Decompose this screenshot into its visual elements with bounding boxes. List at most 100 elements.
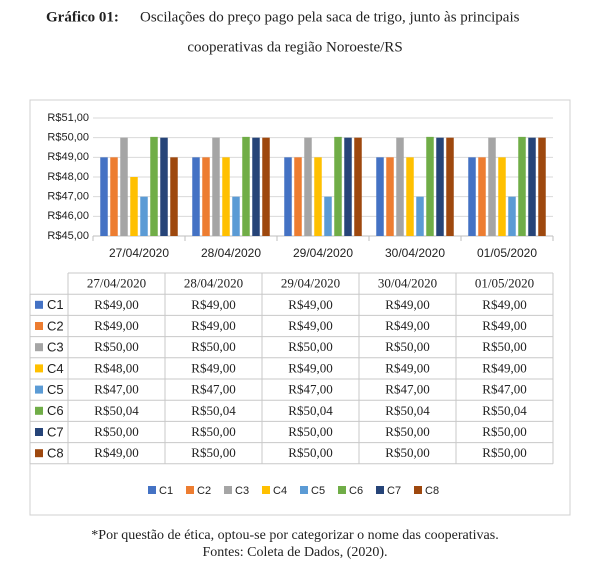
bar [192,157,200,236]
table-cell: R$50,00 [385,445,429,460]
legend-swatch [338,486,346,494]
legend-label: C1 [159,485,173,497]
bar [386,157,394,236]
legend-swatch [300,486,308,494]
bar [354,137,362,236]
table-cell: R$49,00 [94,318,138,333]
bar [100,157,108,236]
table-cell: R$49,00 [94,297,138,312]
table-cell: R$50,00 [288,424,332,439]
table-cell: R$49,00 [385,360,429,375]
table-cell: R$50,00 [385,424,429,439]
bar [150,136,158,236]
bar [334,136,342,236]
legend-swatch [414,486,422,494]
bar [468,157,476,236]
bar [130,177,138,236]
bar [222,157,230,236]
footnote: Fontes: Coleta de Dados, (2020). [202,545,387,560]
table-cell: R$50,00 [191,424,235,439]
bar [242,136,250,236]
bar [498,157,506,236]
bar [212,137,220,236]
legend-label: C7 [387,485,401,497]
x-tick-label: 27/04/2020 [109,246,169,260]
legend-swatch [186,486,194,494]
footnote: *Por questão de ética, optou-se por cate… [91,528,498,543]
legend-swatch [35,406,43,415]
bar [528,137,536,236]
y-tick-label: R$45,00 [47,230,89,242]
table-cell: R$47,00 [191,382,235,397]
table-cell: R$49,00 [385,297,429,312]
table-cell: R$48,00 [94,360,138,375]
table-row-label: C6 [47,403,64,418]
table-cell: R$50,00 [482,445,526,460]
legend-swatch [35,322,43,330]
bar [436,137,444,236]
chart-title: Oscilações do preço pago pela saca de tr… [140,9,520,25]
table-cell: R$49,00 [482,297,526,312]
y-tick-label: R$48,00 [47,171,89,183]
bar [446,137,454,236]
bar [110,157,118,236]
y-tick-label: R$51,00 [47,112,89,124]
bar [252,137,260,236]
table-header: 28/04/2020 [184,276,243,291]
legend-swatch [148,486,156,494]
table-header: 01/05/2020 [475,276,534,291]
bar [120,137,128,236]
table-cell: R$50,00 [385,339,429,354]
legend-label: C2 [197,485,211,497]
bar [314,157,322,236]
table-cell: R$50,00 [191,339,235,354]
chart-title: cooperativas da região Noroeste/RS [187,39,402,55]
table-row-label: C1 [47,297,64,312]
table-cell: R$50,04 [288,403,333,418]
table-row-label: C5 [47,382,64,397]
x-tick-label: 30/04/2020 [385,246,445,260]
x-tick-label: 01/05/2020 [477,246,537,260]
table-cell: R$50,00 [191,445,235,460]
legend-swatch [35,343,43,352]
y-tick-label: R$49,00 [47,151,89,163]
bar [170,157,178,236]
legend-swatch [376,486,384,494]
legend-label: C5 [311,485,325,497]
legend-swatch [35,385,43,394]
legend-swatch [35,449,43,458]
table-header: 29/04/2020 [281,276,340,291]
table-row-label: C4 [47,361,64,376]
legend-swatch [35,364,43,373]
table-cell: R$50,00 [94,339,138,354]
table-cell: R$50,04 [94,403,139,418]
bar [324,196,332,236]
table-cell: R$47,00 [288,382,332,397]
bar [284,157,292,236]
table-cell: R$49,00 [288,297,332,312]
table-cell: R$47,00 [482,382,526,397]
legend-swatch [262,486,270,494]
table-cell: R$50,04 [482,403,527,418]
table-cell: R$50,00 [94,424,138,439]
bar [376,157,384,236]
table-cell: R$49,00 [288,360,332,375]
legend-swatch [224,486,232,494]
bar [478,157,486,236]
x-tick-label: 28/04/2020 [201,246,261,260]
legend-swatch [35,428,43,436]
table-cell: R$49,00 [385,318,429,333]
bar [406,157,414,236]
table-row-label: C7 [47,424,64,439]
table-cell: R$49,00 [482,360,526,375]
x-tick-label: 29/04/2020 [293,246,353,260]
bar [140,196,148,236]
table-cell: R$49,00 [191,360,235,375]
table-cell: R$47,00 [94,382,138,397]
chart-title-prefix: Gráfico 01: [46,9,119,25]
bar [538,137,546,236]
bar [396,137,404,236]
table-cell: R$49,00 [191,297,235,312]
table-row-label: C8 [47,446,64,461]
